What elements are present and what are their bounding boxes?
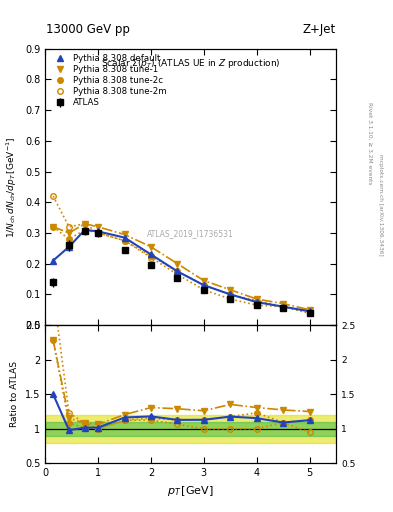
Pythia 8.308 default — [175, 268, 180, 274]
Pythia 8.308 tune-2m — [175, 271, 180, 278]
Text: mcplots.cern.ch [arXiv:1306.3436]: mcplots.cern.ch [arXiv:1306.3436] — [378, 154, 383, 255]
Pythia 8.308 default — [122, 234, 127, 241]
Pythia 8.308 tune-2m — [83, 221, 87, 227]
Line: Pythia 8.308 tune-2m: Pythia 8.308 tune-2m — [50, 194, 312, 316]
Pythia 8.308 default — [202, 282, 206, 288]
Pythia 8.308 tune-2m — [51, 193, 55, 199]
Pythia 8.308 tune-2c — [83, 227, 87, 233]
Pythia 8.308 tune-2m — [228, 296, 233, 302]
Legend: Pythia 8.308 default, Pythia 8.308 tune-1, Pythia 8.308 tune-2c, Pythia 8.308 tu: Pythia 8.308 default, Pythia 8.308 tune-… — [49, 52, 168, 109]
Text: Z+Jet: Z+Jet — [302, 23, 336, 36]
Pythia 8.308 tune-1 — [281, 301, 285, 307]
Pythia 8.308 tune-1 — [96, 224, 101, 230]
Pythia 8.308 tune-1 — [51, 224, 55, 230]
Pythia 8.308 tune-1 — [83, 221, 87, 227]
Pythia 8.308 tune-1 — [228, 287, 233, 293]
Pythia 8.308 tune-2m — [96, 230, 101, 236]
Pythia 8.308 tune-1 — [254, 296, 259, 302]
Bar — [45, 422, 336, 436]
Line: Pythia 8.308 tune-1: Pythia 8.308 tune-1 — [50, 221, 312, 312]
X-axis label: $p_T\,[\mathrm{GeV}]$: $p_T\,[\mathrm{GeV}]$ — [167, 484, 214, 498]
Pythia 8.308 default — [228, 291, 233, 297]
Pythia 8.308 tune-1 — [149, 244, 153, 250]
Pythia 8.308 tune-2c — [202, 282, 206, 288]
Pythia 8.308 tune-2c — [281, 304, 285, 310]
Pythia 8.308 default — [149, 251, 153, 258]
Pythia 8.308 tune-2c — [254, 297, 259, 304]
Pythia 8.308 tune-2c — [67, 236, 72, 242]
Pythia 8.308 tune-2c — [122, 238, 127, 244]
Pythia 8.308 tune-2m — [307, 310, 312, 316]
Pythia 8.308 tune-2c — [175, 268, 180, 274]
Text: Scalar $\Sigma(p_T)$ (ATLAS UE in $Z$ production): Scalar $\Sigma(p_T)$ (ATLAS UE in $Z$ pr… — [101, 57, 280, 70]
Pythia 8.308 tune-2m — [149, 254, 153, 261]
Y-axis label: Ratio to ATLAS: Ratio to ATLAS — [10, 361, 19, 427]
Pythia 8.308 tune-2c — [149, 253, 153, 259]
Pythia 8.308 tune-1 — [175, 261, 180, 267]
Pythia 8.308 tune-1 — [122, 231, 127, 238]
Pythia 8.308 default — [51, 258, 55, 264]
Pythia 8.308 tune-2m — [122, 238, 127, 244]
Y-axis label: $1/N_\mathrm{ch}\,dN_\mathrm{ch}/dp_T\,[\mathrm{GeV}^{-1}]$: $1/N_\mathrm{ch}\,dN_\mathrm{ch}/dp_T\,[… — [5, 136, 19, 238]
Line: Pythia 8.308 tune-2c: Pythia 8.308 tune-2c — [50, 224, 312, 314]
Line: Pythia 8.308 default: Pythia 8.308 default — [50, 227, 313, 314]
Pythia 8.308 default — [281, 304, 285, 310]
Pythia 8.308 tune-2m — [281, 304, 285, 310]
Pythia 8.308 tune-1 — [202, 278, 206, 284]
Pythia 8.308 default — [307, 308, 312, 314]
Text: 13000 GeV pp: 13000 GeV pp — [46, 23, 130, 36]
Pythia 8.308 tune-2m — [202, 287, 206, 293]
Text: ATLAS_2019_I1736531: ATLAS_2019_I1736531 — [147, 229, 234, 239]
Pythia 8.308 tune-1 — [307, 307, 312, 313]
Pythia 8.308 tune-2c — [51, 224, 55, 230]
Pythia 8.308 default — [83, 227, 87, 233]
Pythia 8.308 default — [254, 299, 259, 305]
Pythia 8.308 default — [67, 244, 72, 250]
Pythia 8.308 tune-2c — [307, 308, 312, 314]
Text: Rivet 3.1.10, ≥ 3.2M events: Rivet 3.1.10, ≥ 3.2M events — [368, 102, 373, 185]
Pythia 8.308 tune-1 — [67, 230, 72, 236]
Pythia 8.308 tune-2m — [67, 224, 72, 230]
Pythia 8.308 tune-2c — [228, 291, 233, 297]
Pythia 8.308 default — [96, 228, 101, 234]
Bar — [45, 415, 336, 442]
Pythia 8.308 tune-2m — [254, 302, 259, 308]
Pythia 8.308 tune-2c — [96, 230, 101, 236]
